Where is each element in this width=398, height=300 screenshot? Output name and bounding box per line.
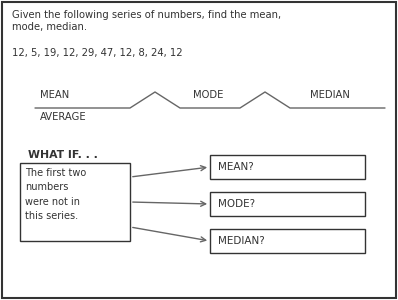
Text: MEAN?: MEAN? (218, 162, 254, 172)
FancyBboxPatch shape (210, 229, 365, 253)
FancyBboxPatch shape (210, 155, 365, 179)
Text: AVERAGE: AVERAGE (40, 112, 87, 122)
FancyBboxPatch shape (2, 2, 396, 298)
Text: The first two
numbers
were not in
this series.: The first two numbers were not in this s… (25, 168, 86, 221)
Text: MEDIAN?: MEDIAN? (218, 236, 265, 246)
FancyBboxPatch shape (210, 192, 365, 216)
Text: WHAT IF. . .: WHAT IF. . . (28, 150, 98, 160)
Text: MEDIAN: MEDIAN (310, 90, 350, 100)
Text: MODE?: MODE? (218, 199, 255, 209)
FancyBboxPatch shape (20, 163, 130, 241)
Text: MODE: MODE (193, 90, 223, 100)
Text: 12, 5, 19, 12, 29, 47, 12, 8, 24, 12: 12, 5, 19, 12, 29, 47, 12, 8, 24, 12 (12, 48, 183, 58)
Text: MEAN: MEAN (40, 90, 69, 100)
Text: Given the following series of numbers, find the mean,
mode, median.: Given the following series of numbers, f… (12, 10, 281, 32)
